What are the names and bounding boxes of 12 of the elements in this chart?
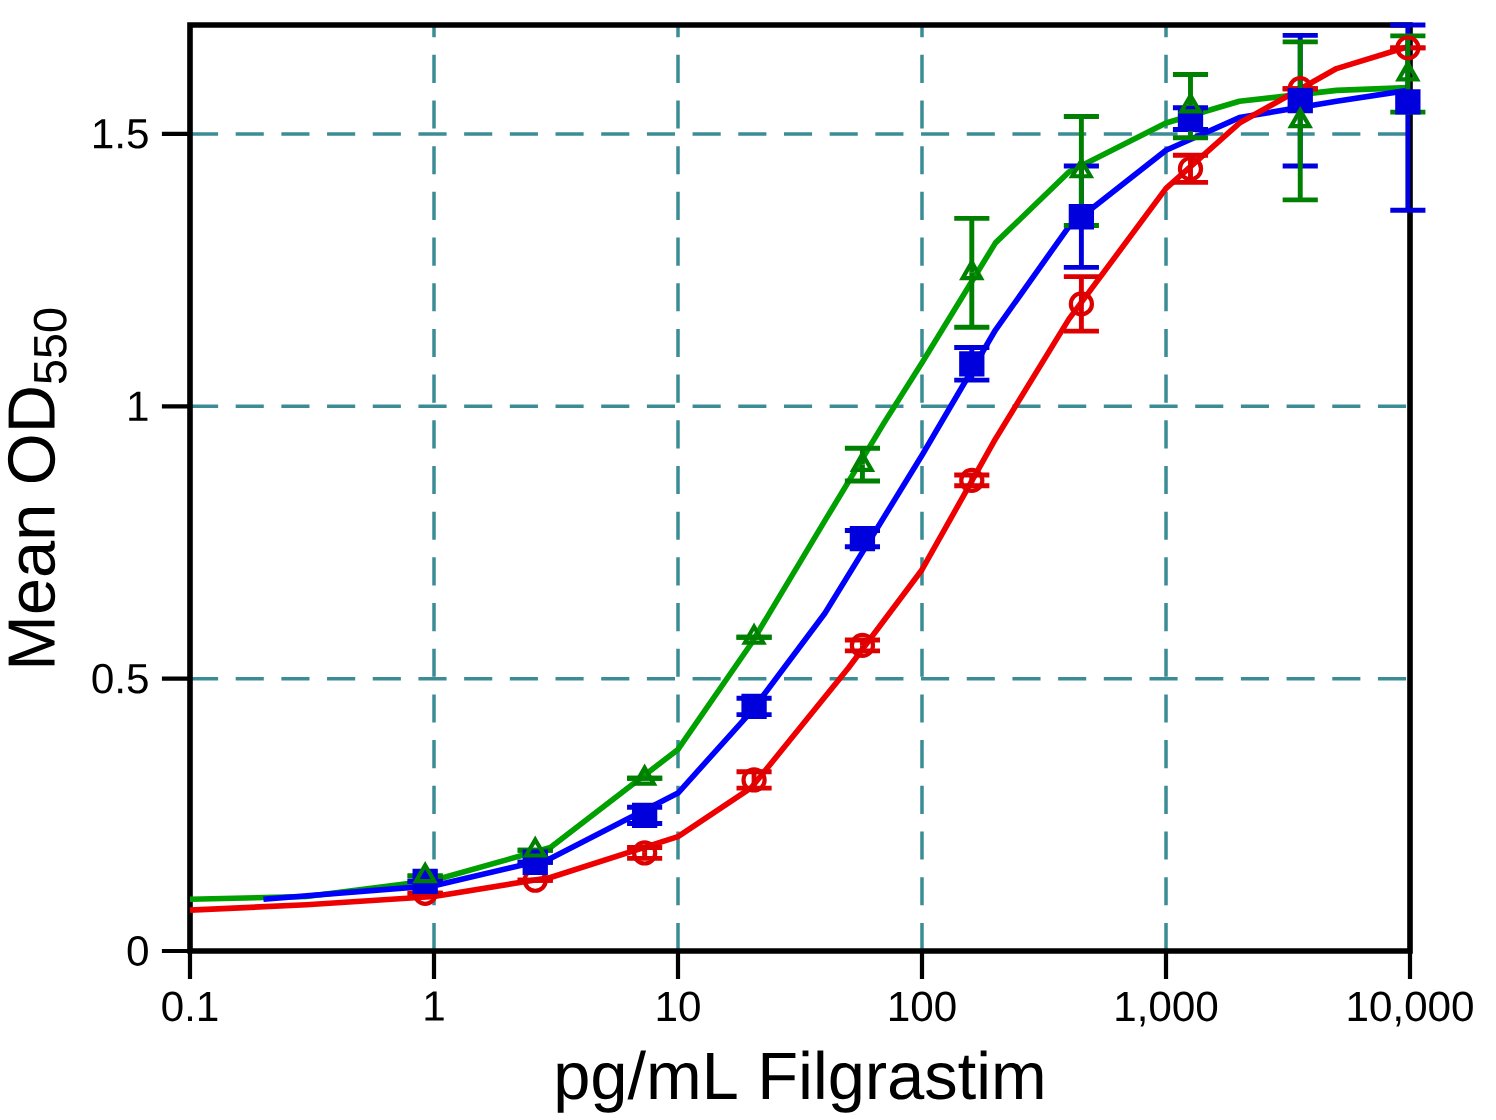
x-tick-label: 10 bbox=[657, 991, 700, 1022]
y-tick-label: 0.5 bbox=[92, 663, 148, 694]
y-tick-label: 1 bbox=[129, 391, 148, 421]
x-tick-label: 0.1 bbox=[162, 991, 218, 1022]
x-tick-label: 100 bbox=[890, 991, 956, 1022]
x-axis-title: pg/mL Filgrastim bbox=[557, 1050, 1043, 1113]
y-tick-label: 0 bbox=[127, 936, 148, 966]
x-tick-label: 10,000 bbox=[1348, 991, 1473, 1027]
x-tick-label: 1,000 bbox=[1116, 991, 1218, 1027]
x-tick-label: 1 bbox=[425, 991, 444, 1021]
y-tick-label: 1.5 bbox=[94, 119, 148, 149]
y-axis-title: Mean OD$_{550}$ bbox=[7, 308, 67, 666]
